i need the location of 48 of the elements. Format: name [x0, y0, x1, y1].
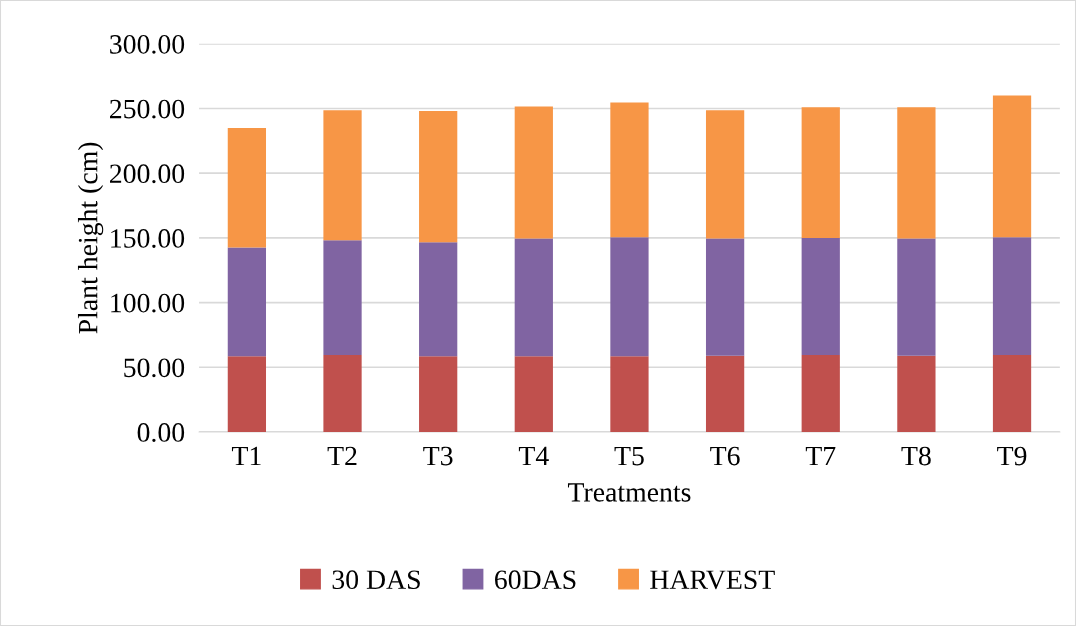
x-axis-title: Treatments — [567, 483, 691, 502]
bar — [897, 355, 936, 432]
y-tick-label: 200.00 — [110, 164, 185, 184]
bar — [227, 356, 267, 432]
bar — [897, 238, 936, 356]
y-tick-label: 250.00 — [110, 99, 185, 119]
bar — [897, 107, 936, 239]
bar — [419, 242, 458, 357]
bar — [610, 356, 649, 432]
y-tick-label: 50.00 — [124, 358, 185, 378]
bar — [992, 354, 1032, 432]
x-tick-label: T7 — [805, 446, 836, 466]
y-tick-label: 150.00 — [111, 229, 185, 248]
x-tick-label: T5 — [614, 446, 644, 466]
x-tick-label: T8 — [901, 446, 931, 466]
x-tick-label: T6 — [710, 446, 740, 466]
bar — [705, 355, 745, 432]
bar — [992, 237, 1032, 355]
x-tick-label: T2 — [327, 446, 357, 466]
y-axis-title: Plant height (cm) — [77, 142, 104, 334]
bar — [801, 354, 840, 432]
bar — [705, 238, 745, 356]
bar — [227, 127, 267, 248]
y-tick-label: 0.00 — [137, 423, 185, 442]
x-tick-label: T3 — [423, 446, 453, 466]
bar — [419, 111, 458, 243]
bar — [323, 110, 362, 241]
legend-label: 30 DAS — [332, 570, 420, 590]
bar — [610, 237, 649, 357]
legend-label: HARVEST — [650, 570, 775, 590]
bar — [705, 110, 745, 239]
x-tick-label: T1 — [231, 446, 261, 466]
y-tick-label: 300.00 — [110, 34, 185, 54]
y-tick-label: 100.00 — [111, 293, 185, 313]
bar — [992, 95, 1032, 238]
bar — [801, 107, 840, 238]
bar — [610, 102, 649, 238]
bar — [801, 237, 840, 355]
x-tick-label: T9 — [997, 446, 1027, 466]
bar — [514, 238, 553, 357]
bar — [323, 354, 362, 432]
legend-label: 60DAS — [495, 570, 576, 590]
bar — [514, 356, 553, 432]
bar — [419, 356, 458, 432]
bar — [323, 240, 362, 355]
bar — [514, 106, 553, 239]
bar — [227, 247, 267, 357]
x-tick-label: T4 — [518, 446, 549, 466]
